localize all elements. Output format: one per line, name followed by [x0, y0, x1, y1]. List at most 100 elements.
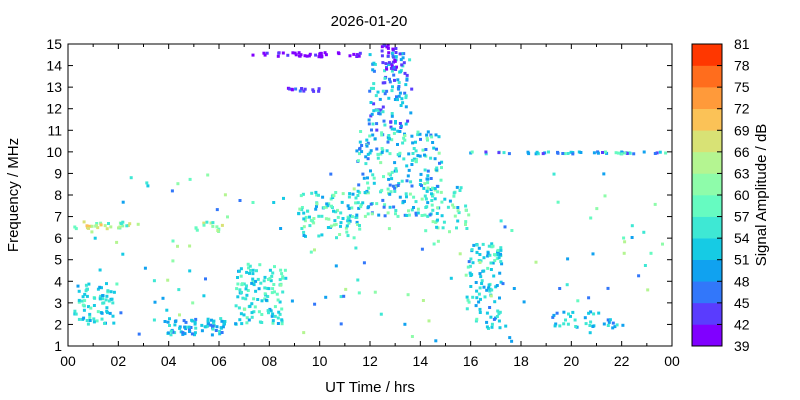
data-cell: [176, 182, 180, 186]
data-cell: [377, 213, 381, 217]
data-cell: [611, 326, 615, 330]
data-cell: [273, 290, 276, 294]
data-cell: [400, 97, 404, 101]
data-cell: [446, 205, 450, 209]
data-cell: [273, 305, 277, 309]
data-cell: [379, 152, 383, 156]
data-cell: [290, 299, 294, 303]
data-cell: [637, 274, 641, 278]
data-cell: [371, 68, 375, 72]
data-cell: [364, 155, 368, 159]
data-cell: [403, 213, 407, 217]
data-cell: [405, 77, 409, 81]
data-cell: [622, 236, 626, 240]
data-cell: [464, 273, 468, 277]
data-cell: [448, 230, 451, 234]
x-tick-label: 10: [312, 353, 328, 369]
data-cell: [426, 186, 430, 190]
data-cell: [372, 176, 376, 180]
data-cell: [366, 152, 370, 156]
data-cell: [611, 321, 615, 325]
data-cell: [410, 134, 414, 138]
data-cell: [263, 53, 267, 57]
data-cell: [327, 217, 331, 221]
data-cell: [359, 205, 363, 209]
data-cell: [183, 332, 187, 336]
data-cell: [435, 184, 439, 188]
data-cell: [300, 87, 304, 90]
data-cell: [484, 150, 488, 154]
data-cell: [385, 149, 389, 153]
data-cell: [165, 308, 169, 312]
data-cell: [553, 324, 557, 328]
data-cell: [566, 152, 570, 155]
colorbar-tick-label: 42: [734, 316, 750, 332]
data-cell: [426, 181, 430, 185]
colorbar-title: Signal Amplitude / dB: [753, 124, 770, 267]
data-cell: [394, 47, 398, 50]
y-tick-label: 9: [54, 165, 62, 181]
data-cell: [392, 65, 396, 69]
data-cell: [487, 327, 490, 330]
data-cell: [284, 276, 288, 280]
data-cell: [433, 197, 437, 201]
data-cell: [358, 227, 362, 231]
data-cell: [103, 224, 107, 228]
data-cell: [489, 315, 493, 319]
colorbar-swatch: [692, 44, 722, 66]
data-cell: [211, 324, 215, 328]
data-cell: [84, 283, 88, 287]
data-cell: [168, 317, 171, 321]
data-cell: [623, 151, 627, 155]
data-cell: [377, 109, 381, 113]
data-cell: [219, 326, 223, 330]
data-cell: [440, 214, 444, 218]
data-cell: [400, 52, 404, 56]
data-cell: [479, 275, 483, 279]
data-cell: [554, 322, 558, 326]
data-cell: [367, 118, 371, 122]
data-cell: [489, 261, 493, 265]
data-cell: [429, 177, 433, 180]
data-cell: [305, 54, 309, 58]
data-cell: [173, 331, 177, 335]
data-cell: [281, 290, 285, 294]
data-cell: [405, 214, 409, 217]
data-cell: [355, 149, 359, 153]
data-cell: [317, 55, 321, 59]
data-cell: [371, 133, 375, 137]
data-cell: [469, 257, 473, 261]
data-cell: [348, 219, 352, 223]
data-cell: [357, 54, 361, 58]
data-cell: [488, 253, 492, 257]
data-cell: [336, 215, 340, 219]
data-cell: [452, 194, 456, 198]
data-cell: [245, 321, 249, 325]
data-cell: [88, 315, 92, 319]
data-cell: [474, 304, 478, 308]
data-cell: [294, 87, 298, 91]
data-cell: [492, 274, 496, 278]
x-tick-label: 14: [413, 353, 429, 369]
colorbar-tick-label: 45: [734, 295, 750, 311]
data-cell: [215, 208, 219, 212]
data-cell: [493, 300, 497, 304]
data-cell: [436, 218, 439, 222]
data-cell: [344, 287, 348, 291]
data-cell: [620, 152, 624, 156]
y-tick-label: 15: [46, 36, 62, 52]
data-cell: [240, 322, 244, 326]
data-cell: [302, 89, 306, 93]
data-cell: [499, 280, 503, 284]
data-cell: [246, 262, 250, 266]
data-cell: [405, 195, 408, 199]
data-cell: [383, 214, 387, 218]
data-cell: [414, 200, 418, 204]
data-cell: [294, 53, 298, 57]
data-cell: [362, 261, 366, 265]
data-cell: [591, 325, 595, 328]
data-cell: [211, 224, 215, 228]
data-cell: [478, 253, 482, 256]
x-tick-label: 12: [362, 353, 378, 369]
data-cell: [556, 151, 560, 155]
